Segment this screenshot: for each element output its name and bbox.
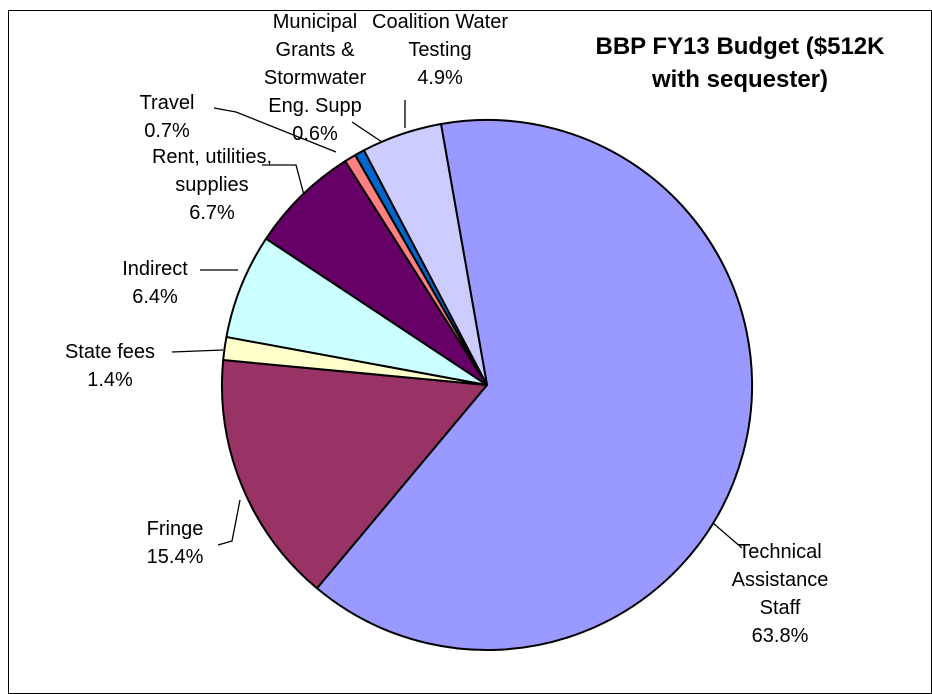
slice-value: 63.8% bbox=[751, 625, 809, 647]
slice-value: 4.9% bbox=[417, 67, 463, 89]
slice-name: State fees bbox=[64, 341, 156, 363]
slice-label: Fringe 15.4% bbox=[115, 515, 235, 571]
pie-slice bbox=[362, 123, 488, 386]
pie-slice bbox=[221, 359, 488, 590]
pie bbox=[221, 119, 753, 651]
slice-label: Technical Assistance Staff 63.8% bbox=[720, 538, 840, 650]
slice-value: 0.6% bbox=[292, 123, 338, 145]
slice-label: Coalition Water Testing 4.9% bbox=[365, 8, 515, 92]
slice-name: Fringe bbox=[146, 518, 204, 540]
chart-title: BBP FY13 Budget ($512K with sequester) bbox=[595, 33, 885, 93]
slice-value: 6.7% bbox=[189, 202, 235, 224]
slice-value: 0.7% bbox=[144, 120, 190, 142]
slice-value: 6.4% bbox=[132, 286, 178, 308]
slice-name: Technical Assistance Staff bbox=[731, 541, 829, 619]
slice-name: Indirect bbox=[122, 258, 188, 280]
slice-value: 1.4% bbox=[87, 369, 133, 391]
pie-slice bbox=[315, 119, 753, 651]
leader-line bbox=[217, 499, 241, 546]
slice-name: Travel bbox=[139, 92, 195, 114]
slice-label: Rent, utilities, supplies 6.7% bbox=[137, 143, 287, 227]
slice-value: 15.4% bbox=[146, 546, 204, 568]
slice-label: Indirect 6.4% bbox=[95, 255, 215, 311]
leader-line bbox=[171, 349, 224, 353]
slice-name: Rent, utilities, supplies bbox=[151, 146, 273, 196]
slice-label: Municipal Grants & Stormwater Eng. Supp 0… bbox=[260, 8, 370, 148]
leader-line bbox=[213, 107, 337, 153]
slice-label: State fees 1.4% bbox=[45, 338, 175, 394]
pie-slice bbox=[265, 160, 488, 386]
leader-line bbox=[262, 164, 305, 196]
slice-name: Municipal Grants & Stormwater Eng. Supp bbox=[263, 11, 367, 117]
slice-label: Travel 0.7% bbox=[117, 89, 217, 145]
slice-name: Coalition Water Testing bbox=[372, 11, 508, 61]
